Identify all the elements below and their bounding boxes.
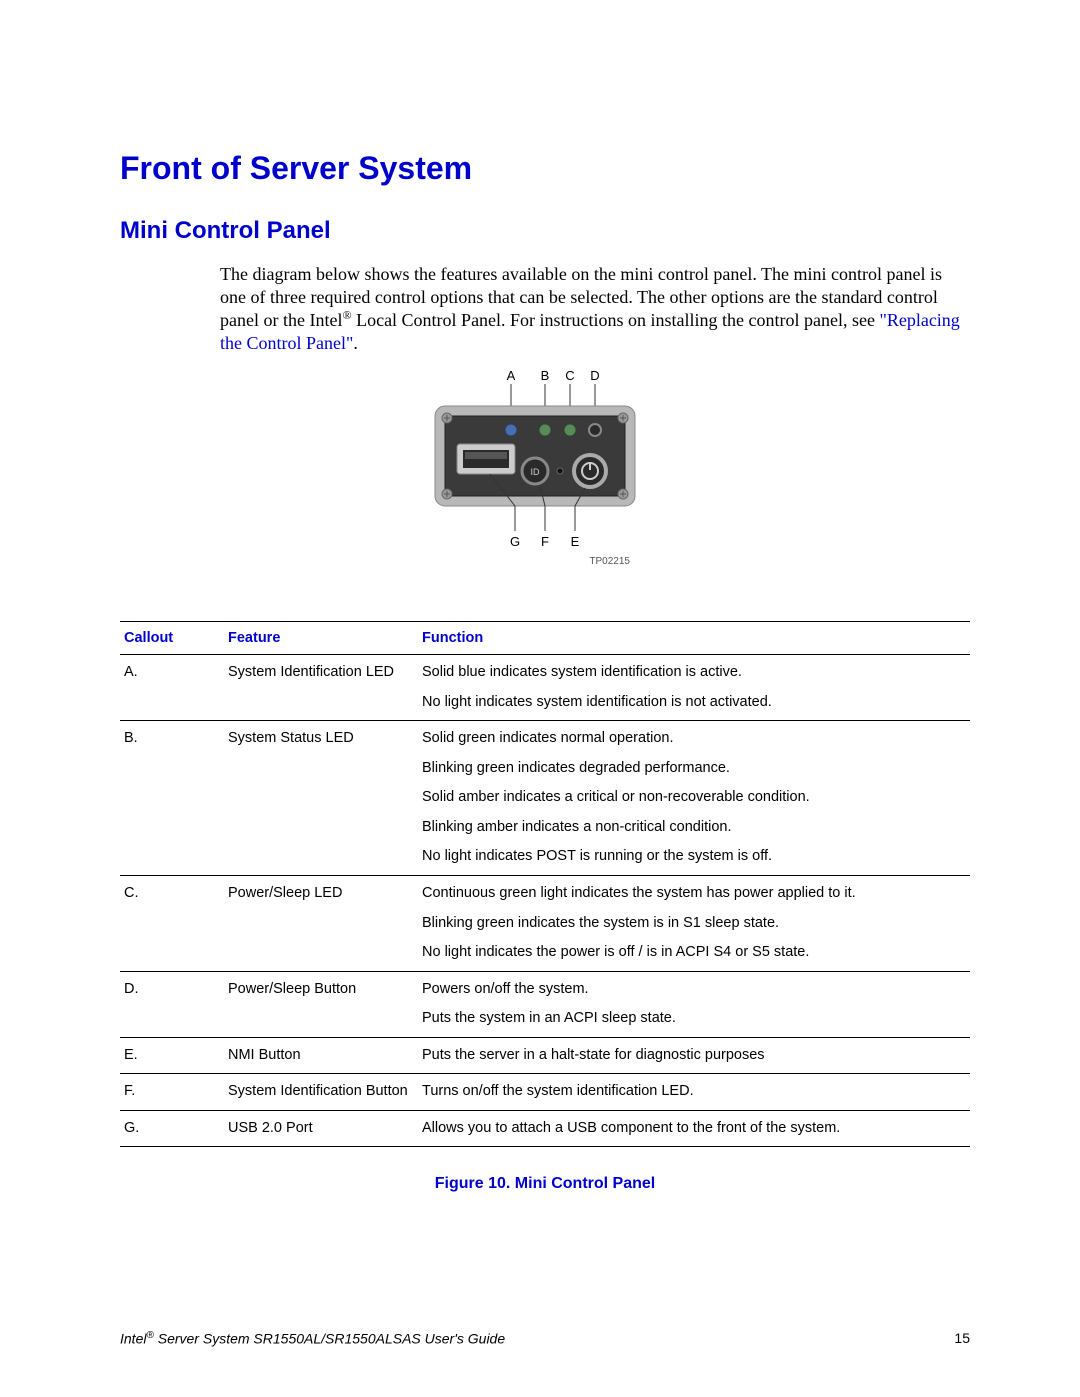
- cell-feature: System Identification Button: [224, 1074, 418, 1111]
- footer-pre: Intel: [120, 1331, 146, 1347]
- table-row: F.System Identification ButtonTurns on/o…: [120, 1074, 970, 1111]
- cell-function: Solid blue indicates system identificati…: [418, 655, 970, 721]
- function-line: Puts the system in an ACPI sleep state.: [422, 1009, 960, 1029]
- table-header-row: Callout Feature Function: [120, 622, 970, 655]
- power-sleep-led-icon: [564, 424, 576, 436]
- function-line: No light indicates system identification…: [422, 693, 960, 713]
- nmi-button-icon: [557, 468, 563, 474]
- function-line: Allows you to attach a USB component to …: [422, 1119, 960, 1139]
- callout-label-e: E: [571, 534, 580, 549]
- table-row: A.System Identification LEDSolid blue in…: [120, 655, 970, 721]
- cell-function: Allows you to attach a USB component to …: [418, 1110, 970, 1147]
- main-heading: Front of Server System: [120, 150, 970, 187]
- page-footer: Intel® Server System SR1550AL/SR1550ALSA…: [120, 1330, 970, 1347]
- function-line: Turns on/off the system identification L…: [422, 1082, 960, 1102]
- function-line: Solid amber indicates a critical or non-…: [422, 788, 960, 818]
- sub-heading: Mini Control Panel: [120, 217, 970, 245]
- function-line: No light indicates the power is off / is…: [422, 943, 960, 963]
- cell-function: Puts the server in a halt-state for diag…: [418, 1037, 970, 1074]
- feature-table: Callout Feature Function A.System Identi…: [120, 621, 970, 1147]
- callout-label-a: A: [507, 368, 516, 383]
- power-button-icon: [574, 455, 606, 487]
- cell-feature: Power/Sleep Button: [224, 971, 418, 1037]
- cell-callout: F.: [120, 1074, 224, 1111]
- cell-function: Solid green indicates normal operation.B…: [418, 721, 970, 876]
- callout-label-d: D: [590, 368, 599, 383]
- function-line: Blinking green indicates the system is i…: [422, 914, 960, 944]
- function-line: Solid blue indicates system identificati…: [422, 663, 960, 693]
- callout-label-g: G: [510, 534, 520, 549]
- figure-caption: Figure 10. Mini Control Panel: [120, 1175, 970, 1193]
- callout-label-f: F: [541, 534, 549, 549]
- diagram-part-number: TP02215: [589, 556, 630, 567]
- cell-feature: System Identification LED: [224, 655, 418, 721]
- cell-function: Continuous green light indicates the sys…: [418, 875, 970, 971]
- cell-feature: USB 2.0 Port: [224, 1110, 418, 1147]
- system-status-led-icon: [539, 424, 551, 436]
- table-row: E.NMI ButtonPuts the server in a halt-st…: [120, 1037, 970, 1074]
- table-row: G.USB 2.0 PortAllows you to attach a USB…: [120, 1110, 970, 1147]
- intro-paragraph: The diagram below shows the features ava…: [220, 263, 970, 354]
- function-line: Powers on/off the system.: [422, 980, 960, 1010]
- registered-mark: ®: [342, 308, 351, 322]
- cell-callout: A.: [120, 655, 224, 721]
- function-line: Blinking green indicates degraded perfor…: [422, 759, 960, 789]
- header-function: Function: [418, 622, 970, 655]
- cell-function: Turns on/off the system identification L…: [418, 1074, 970, 1111]
- callout-label-c: C: [565, 368, 574, 383]
- cell-callout: G.: [120, 1110, 224, 1147]
- id-button-label: ID: [531, 467, 541, 477]
- paragraph-part3: .: [353, 333, 358, 353]
- header-callout: Callout: [120, 622, 224, 655]
- cell-callout: E.: [120, 1037, 224, 1074]
- cell-feature: Power/Sleep LED: [224, 875, 418, 971]
- function-line: Blinking amber indicates a non-critical …: [422, 818, 960, 848]
- cell-function: Powers on/off the system.Puts the system…: [418, 971, 970, 1037]
- page-number: 15: [954, 1330, 970, 1347]
- paragraph-part2: Local Control Panel. For instructions on…: [352, 310, 880, 330]
- function-line: No light indicates POST is running or th…: [422, 847, 960, 867]
- table-row: D.Power/Sleep ButtonPowers on/off the sy…: [120, 971, 970, 1037]
- footer-reg: ®: [146, 1330, 153, 1341]
- control-panel-diagram: A B C D: [120, 366, 970, 581]
- table-row: C.Power/Sleep LEDContinuous green light …: [120, 875, 970, 971]
- usb-port-tongue: [465, 452, 507, 459]
- panel-svg: A B C D: [415, 366, 675, 576]
- document-page: Front of Server System Mini Control Pane…: [0, 0, 1080, 1397]
- power-sleep-button-icon: [589, 424, 601, 436]
- callout-label-b: B: [541, 368, 550, 383]
- footer-post: Server System SR1550AL/SR1550ALSAS User'…: [154, 1331, 505, 1347]
- function-line: Solid green indicates normal operation.: [422, 729, 960, 759]
- table-row: B.System Status LEDSolid green indicates…: [120, 721, 970, 876]
- cell-feature: System Status LED: [224, 721, 418, 876]
- cell-callout: C.: [120, 875, 224, 971]
- cell-callout: D.: [120, 971, 224, 1037]
- footer-title: Intel® Server System SR1550AL/SR1550ALSA…: [120, 1330, 505, 1347]
- header-feature: Feature: [224, 622, 418, 655]
- cell-callout: B.: [120, 721, 224, 876]
- function-line: Puts the server in a halt-state for diag…: [422, 1046, 960, 1066]
- cell-feature: NMI Button: [224, 1037, 418, 1074]
- function-line: Continuous green light indicates the sys…: [422, 884, 960, 914]
- system-id-led-icon: [505, 424, 517, 436]
